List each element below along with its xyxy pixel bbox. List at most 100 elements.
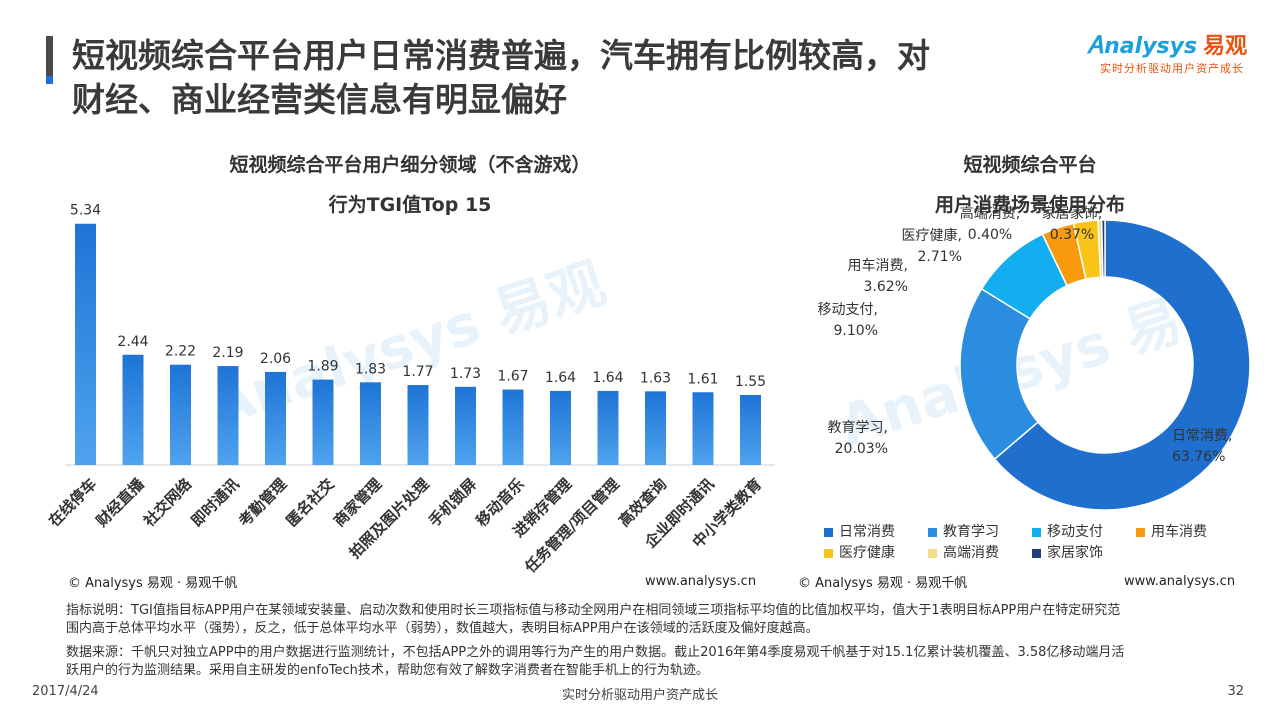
logo-text: nalysys bbox=[1104, 34, 1198, 59]
legend-item: 高端消费 bbox=[928, 542, 999, 562]
donut-chart-title-line1: 短视频综合平台 bbox=[963, 154, 1097, 176]
legend-swatch bbox=[824, 527, 833, 537]
donut-slice-label: 家居家饰, bbox=[1042, 205, 1102, 222]
bar-category-label: 社交网络 bbox=[139, 475, 195, 531]
donut-slice-label: 教育学习, bbox=[828, 420, 888, 436]
donut-chart-site: www.analysys.cn bbox=[1124, 574, 1236, 589]
bar bbox=[597, 390, 619, 465]
bar-category-label: 匿名社交 bbox=[283, 475, 338, 530]
bar-category-label: 在线停车 bbox=[45, 475, 100, 530]
bar-value-label: 1.77 bbox=[402, 364, 433, 380]
legend-label: 高端消费 bbox=[943, 545, 999, 561]
legend-item: 医疗健康 bbox=[824, 542, 895, 562]
analysys-logo: Ꭺnalysys 易观 实时分析驱动用户资产成长 bbox=[1088, 28, 1258, 78]
donut-slice-value: 0.40% bbox=[968, 227, 1012, 243]
bar bbox=[265, 371, 286, 465]
bar bbox=[170, 364, 191, 465]
bar-value-label: 1.63 bbox=[640, 370, 671, 386]
legend-item: 教育学习 bbox=[928, 521, 999, 541]
legend-label: 移动支付 bbox=[1047, 524, 1103, 540]
bar bbox=[502, 389, 524, 465]
donut-slice-value: 63.76% bbox=[1172, 449, 1225, 465]
donut-slice-value: 20.03% bbox=[835, 441, 888, 457]
footer-date: 2017/4/24 bbox=[32, 684, 99, 699]
bar bbox=[75, 223, 96, 465]
title-accent-bar bbox=[46, 36, 53, 76]
bar bbox=[407, 385, 429, 465]
donut-chart-title-line2: 用户消费场景使用分布 bbox=[934, 194, 1125, 216]
bar-value-label: 1.55 bbox=[735, 374, 766, 390]
bar-value-label: 1.61 bbox=[687, 371, 718, 387]
bar-value-label: 2.19 bbox=[212, 345, 243, 361]
donut-slice bbox=[993, 219, 1251, 511]
legend-swatch bbox=[1136, 527, 1145, 537]
donut-slice-label: 移动支付, bbox=[818, 302, 878, 318]
donut-slice-value: 3.62% bbox=[864, 279, 908, 295]
bar-chart-title-line2: 行为TGI值Top 15 bbox=[328, 194, 492, 216]
source-note-line1: 数据来源：千帆只对独立APP中的用户数据进行监测统计，不包括APP之外的调用等行… bbox=[66, 645, 1125, 660]
metric-note: 指标说明：TGI值指目标APP用户在某领域安装量、启动次数和使用时长三项指标值与… bbox=[66, 602, 1226, 638]
bar bbox=[360, 382, 381, 465]
donut-chart-copyright: © Analysys 易观 · 易观千帆 bbox=[798, 576, 968, 591]
bar-value-label: 1.64 bbox=[545, 370, 576, 386]
legend-label: 日常消费 bbox=[839, 524, 895, 540]
legend-swatch bbox=[928, 548, 937, 558]
bar-chart: 5.34 在线停车 2.44 财经直播 2.22 社交网络 2.19 即时通讯 2.06 考勤管理… bbox=[45, 203, 775, 577]
bar bbox=[455, 386, 476, 465]
title-accent-bar-blue bbox=[46, 76, 53, 84]
legend-item: 家居家饰 bbox=[1032, 542, 1103, 562]
legend-item: 移动支付 bbox=[1032, 521, 1103, 541]
bar-chart-copyright: © Analysys 易观 · 易观千帆 bbox=[68, 576, 238, 591]
legend-item: 用车消费 bbox=[1136, 521, 1207, 541]
bar-category-label: 考勤管理 bbox=[235, 475, 290, 530]
legend-label: 教育学习 bbox=[943, 524, 999, 540]
logo-tagline: 实时分析驱动用户资产成长 bbox=[1100, 62, 1244, 75]
bar-category-label: 财经直播 bbox=[93, 474, 149, 530]
bar-value-label: 5.34 bbox=[70, 203, 101, 219]
page-title-line1: 短视频综合平台用户日常消费普遍，汽车拥有比例较高，对 bbox=[72, 36, 930, 75]
source-note-line2: 跃用户的行为监测结果。采用自主研发的enfoTech技术，帮助您有效了解数字消费… bbox=[66, 663, 709, 678]
legend-label: 医疗健康 bbox=[839, 545, 895, 561]
legend-label: 用车消费 bbox=[1151, 524, 1207, 540]
metric-note-line1: 指标说明：TGI值指目标APP用户在某领域安装量、启动次数和使用时长三项指标值与… bbox=[66, 603, 1121, 618]
bar-value-label: 1.67 bbox=[497, 369, 528, 385]
donut-slice-value: 0.37% bbox=[1050, 227, 1094, 243]
legend-swatch bbox=[824, 548, 833, 558]
footer-tagline: 实时分析驱动用户资产成长 bbox=[561, 688, 718, 703]
legend-label: 家居家饰 bbox=[1047, 545, 1103, 561]
donut-slice-value: 2.71% bbox=[918, 249, 962, 265]
bar bbox=[692, 392, 714, 465]
logo-wordmark: Ꭺnalysys 易观 bbox=[1088, 31, 1248, 59]
bar bbox=[645, 391, 666, 465]
bar-value-label: 2.06 bbox=[260, 351, 291, 367]
page-number: 32 bbox=[1227, 684, 1244, 699]
legend-swatch bbox=[1032, 548, 1041, 558]
bar bbox=[312, 379, 334, 465]
bar-value-label: 2.44 bbox=[117, 334, 148, 350]
bar-value-label: 1.64 bbox=[592, 370, 623, 386]
logo-cn: 易观 bbox=[1203, 34, 1248, 59]
donut-slice-label: 日常消费, bbox=[1172, 428, 1232, 444]
bar bbox=[550, 390, 571, 465]
page-title: 短视频综合平台用户日常消费普遍，汽车拥有比例较高，对 财经、商业经营类信息有明显… bbox=[72, 34, 1072, 122]
donut-slice-label: 医疗健康, bbox=[902, 227, 962, 244]
donut-slice-label: 用车消费, bbox=[848, 257, 908, 274]
donut-slice bbox=[1100, 219, 1106, 278]
bar-chart-site: www.analysys.cn bbox=[645, 574, 757, 589]
donut-slice-value: 9.10% bbox=[834, 323, 878, 339]
bar-value-label: 1.89 bbox=[307, 359, 338, 375]
metric-note-line2: 围内高于总体平均水平（强势），反之，低于总体平均水平（弱势），数值越大，表明目标… bbox=[66, 621, 819, 636]
bar-category-label: 手机锁屏 bbox=[425, 475, 480, 530]
bar-value-label: 1.83 bbox=[355, 361, 386, 377]
bar bbox=[217, 366, 239, 465]
legend-item: 日常消费 bbox=[824, 521, 895, 541]
source-note: 数据来源：千帆只对独立APP中的用户数据进行监测统计，不包括APP之外的调用等行… bbox=[66, 644, 1226, 680]
legend-swatch bbox=[1032, 527, 1041, 537]
bar-category-label: 即时通讯 bbox=[188, 475, 243, 530]
bar bbox=[122, 354, 144, 465]
donut-slice-label: 高端消费, bbox=[960, 205, 1020, 222]
page-title-line2: 财经、商业经营类信息有明显偏好 bbox=[72, 80, 567, 119]
bar-value-label: 2.22 bbox=[165, 344, 196, 360]
legend-swatch bbox=[928, 527, 937, 537]
donut-chart: 日常消费, 63.76% 教育学习, 20.03% 移动支付, 9.10% 用车消费, 3.6… bbox=[818, 205, 1251, 511]
